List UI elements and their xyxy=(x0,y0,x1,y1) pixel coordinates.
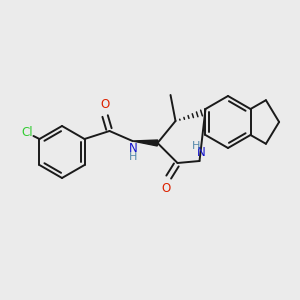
Text: O: O xyxy=(161,182,170,194)
Text: H: H xyxy=(192,141,201,151)
Text: Cl: Cl xyxy=(22,127,33,140)
Text: O: O xyxy=(100,98,109,112)
Polygon shape xyxy=(133,140,158,146)
Text: N: N xyxy=(129,142,138,155)
Text: H: H xyxy=(129,152,138,162)
Text: N: N xyxy=(197,146,206,160)
